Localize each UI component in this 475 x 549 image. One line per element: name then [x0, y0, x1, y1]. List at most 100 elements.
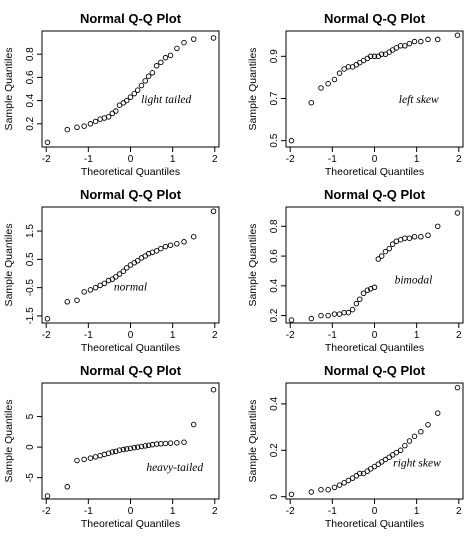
x-tick-label: 1: [414, 506, 420, 517]
qq-point: [371, 463, 378, 470]
y-tick-label: 0.2: [269, 443, 280, 457]
qq-point: [418, 233, 424, 240]
qq-point: [112, 448, 119, 455]
y-tick-label: 0.6: [25, 70, 36, 84]
qq-point: [336, 70, 343, 76]
qq-point: [360, 470, 367, 477]
y-tick-label: 0: [25, 444, 36, 450]
y-tick-label: 0.7: [269, 91, 280, 105]
x-tick-label: 1: [414, 330, 420, 341]
qq-point: [87, 455, 94, 461]
qq-point: [402, 442, 408, 449]
qq-point: [325, 486, 331, 493]
qq-point: [158, 59, 164, 66]
y-axis-label: Sample Quantiles: [3, 224, 15, 307]
qq-point: [349, 306, 356, 313]
qq-point: [181, 39, 187, 46]
qq-point: [425, 422, 431, 428]
qq-point: [357, 296, 363, 302]
x-tick-label: 0: [372, 154, 378, 165]
qq-point: [418, 38, 424, 45]
qq-point: [349, 475, 356, 481]
qq-point: [434, 36, 441, 43]
distribution-annotation: right skew: [393, 458, 441, 470]
qq-point: [210, 208, 217, 214]
qq-point: [406, 235, 413, 241]
qq-point: [190, 421, 197, 428]
qq-point: [360, 290, 367, 297]
qq-point: [81, 456, 87, 463]
qq-point: [371, 284, 378, 291]
qq-point: [123, 97, 130, 104]
x-tick-label: -1: [84, 154, 93, 165]
qq-point: [64, 126, 71, 133]
y-tick-label: 0.8: [269, 219, 280, 233]
qq-point: [325, 80, 331, 87]
qq-point: [162, 440, 169, 447]
distribution-annotation: bimodal: [395, 275, 433, 287]
qq-point: [174, 45, 180, 52]
qq-point: [418, 428, 424, 435]
qq-point: [371, 53, 378, 60]
qq-point: [116, 102, 123, 108]
qq-panel-1: Normal Q-Q Plot -2 -1 0 1 2 Theoretical Quanti…: [3, 11, 220, 178]
x-axis-label: Theoretical Quantiles: [325, 342, 424, 354]
plot-frame: [41, 382, 220, 500]
qq-point: [357, 470, 363, 477]
y-tick-label: 0.5: [25, 252, 36, 266]
qq-point: [97, 282, 103, 289]
x-tick-label: 2: [456, 154, 462, 165]
y-tick-label: -1.5: [25, 307, 36, 325]
qq-point: [174, 241, 180, 247]
x-tick-label: -2: [42, 506, 51, 517]
x-tick-label: -1: [84, 506, 93, 517]
qq-point: [367, 466, 374, 472]
qq-point: [131, 444, 138, 451]
qq-point: [123, 265, 130, 271]
qq-point: [389, 452, 396, 458]
qq-point: [434, 223, 441, 230]
qq-point: [389, 241, 396, 247]
x-tick-label: 2: [456, 330, 462, 341]
chart-title: Normal Q-Q Plot: [80, 11, 182, 26]
qq-point: [331, 76, 338, 83]
y-axis-label: Sample Quantiles: [247, 400, 259, 483]
qq-point: [190, 233, 197, 240]
plot-frame: [285, 30, 464, 148]
x-tick-label: -2: [286, 506, 295, 517]
qq-panel-6: Normal Q-Q Plot -2 -1 0 1 2 Theoretical Quanti…: [247, 363, 464, 530]
qq-point: [341, 66, 347, 72]
x-axis-label: Theoretical Quantiles: [325, 166, 424, 178]
qq-point: [167, 52, 174, 59]
qq-point: [364, 287, 371, 294]
qq-point: [134, 444, 141, 450]
qq-point: [353, 300, 360, 307]
y-tick-label: 0.2: [269, 308, 280, 322]
y-axis-label: Sample Quantiles: [3, 48, 15, 131]
x-axis-label: Theoretical Quantiles: [81, 166, 180, 178]
x-tick-label: 1: [170, 330, 176, 341]
x-tick-label: -2: [42, 154, 51, 165]
x-tick-label: 0: [372, 330, 378, 341]
qq-point: [341, 480, 347, 486]
qq-point: [92, 284, 99, 291]
qq-point: [149, 70, 156, 76]
qq-point: [112, 108, 119, 114]
qq-point: [74, 297, 80, 304]
qq-point: [142, 78, 148, 84]
x-tick-label: 0: [372, 506, 378, 517]
qq-point: [81, 289, 87, 295]
y-tick-label: 0: [269, 493, 280, 499]
qq-point: [92, 454, 99, 460]
qq-point: [393, 449, 400, 456]
x-tick-label: 2: [456, 506, 462, 517]
qq-point: [318, 312, 324, 319]
qq-point: [162, 54, 169, 61]
plot-frame: [41, 206, 220, 324]
qq-point: [397, 447, 404, 454]
y-tick-label: 0.9: [269, 49, 280, 63]
qq-point: [406, 40, 413, 47]
qq-point: [454, 210, 461, 216]
qq-point: [382, 456, 389, 463]
